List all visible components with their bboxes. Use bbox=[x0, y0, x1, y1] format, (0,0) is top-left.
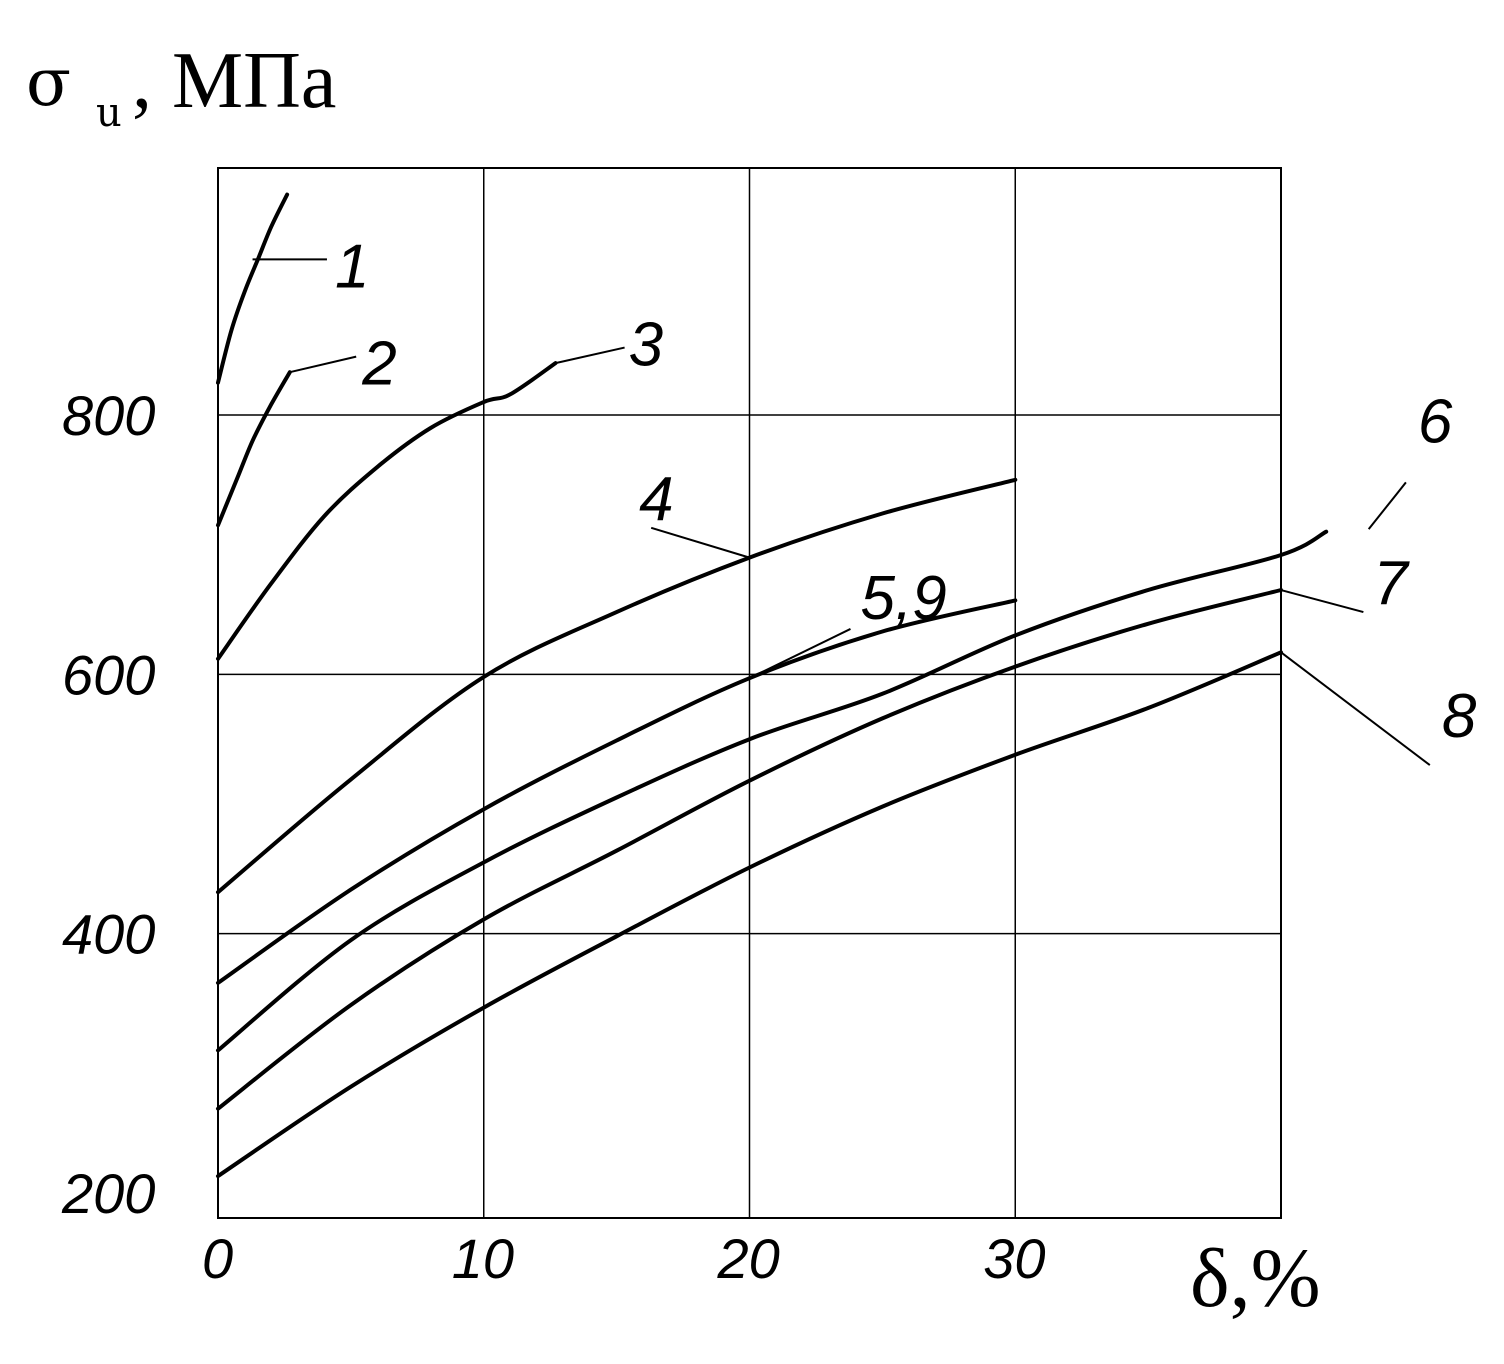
x-tick-10: 10 bbox=[452, 1227, 514, 1290]
y-tick-400: 400 bbox=[62, 903, 155, 966]
curve-label-6: 6 bbox=[1418, 387, 1453, 456]
y-axis-label: σ u , МПа bbox=[26, 37, 336, 136]
curve-label-3: 3 bbox=[629, 311, 663, 380]
curve-7 bbox=[216, 588, 1283, 1111]
curve-5-9 bbox=[216, 598, 1018, 985]
leader-lines-layer: 1 2 3 4 5,9 6 78 bbox=[252, 232, 1477, 766]
curve-4 bbox=[216, 477, 1018, 895]
y-tick-600: 600 bbox=[62, 643, 155, 706]
curve-label-5-9: 5,9 bbox=[860, 564, 946, 633]
x-tick-30: 30 bbox=[983, 1227, 1045, 1290]
y-tick-800: 800 bbox=[62, 384, 155, 447]
x-tick-20: 20 bbox=[717, 1227, 780, 1290]
leader-line-8 bbox=[1280, 651, 1431, 766]
x-tick-0: 0 bbox=[202, 1227, 233, 1290]
curve-label-8: 8 bbox=[1442, 682, 1477, 751]
x-axis-label: δ,% bbox=[1190, 1232, 1321, 1325]
y-axis-unit: , МПа bbox=[132, 37, 336, 125]
leader-line-6 bbox=[1367, 481, 1407, 530]
leader-line-7 bbox=[1280, 589, 1364, 614]
curve-label-1: 1 bbox=[335, 232, 369, 301]
curve-label-7: 7 bbox=[1373, 549, 1410, 618]
leader-line-5-9 bbox=[749, 628, 851, 680]
curve-3 bbox=[216, 361, 558, 661]
y-axis-symbol: σ bbox=[26, 44, 71, 121]
leader-line-3 bbox=[555, 346, 625, 365]
curve-8 bbox=[216, 650, 1283, 1179]
curve-2 bbox=[216, 370, 292, 528]
curves-layer bbox=[216, 192, 1329, 1179]
y-tick-200: 200 bbox=[61, 1162, 155, 1225]
curve-label-4: 4 bbox=[639, 465, 673, 534]
tick-labels-layer: 0 10 20 30 200 400 600 800 bbox=[61, 384, 1046, 1290]
curve-label-2: 2 bbox=[361, 330, 396, 399]
curve-1 bbox=[216, 192, 290, 385]
leader-line-2 bbox=[289, 355, 357, 374]
y-axis-subscript: u bbox=[96, 90, 122, 136]
curve-6 bbox=[216, 529, 1329, 1053]
leader-line-4 bbox=[650, 526, 750, 559]
plot-grid bbox=[217, 167, 1282, 1219]
